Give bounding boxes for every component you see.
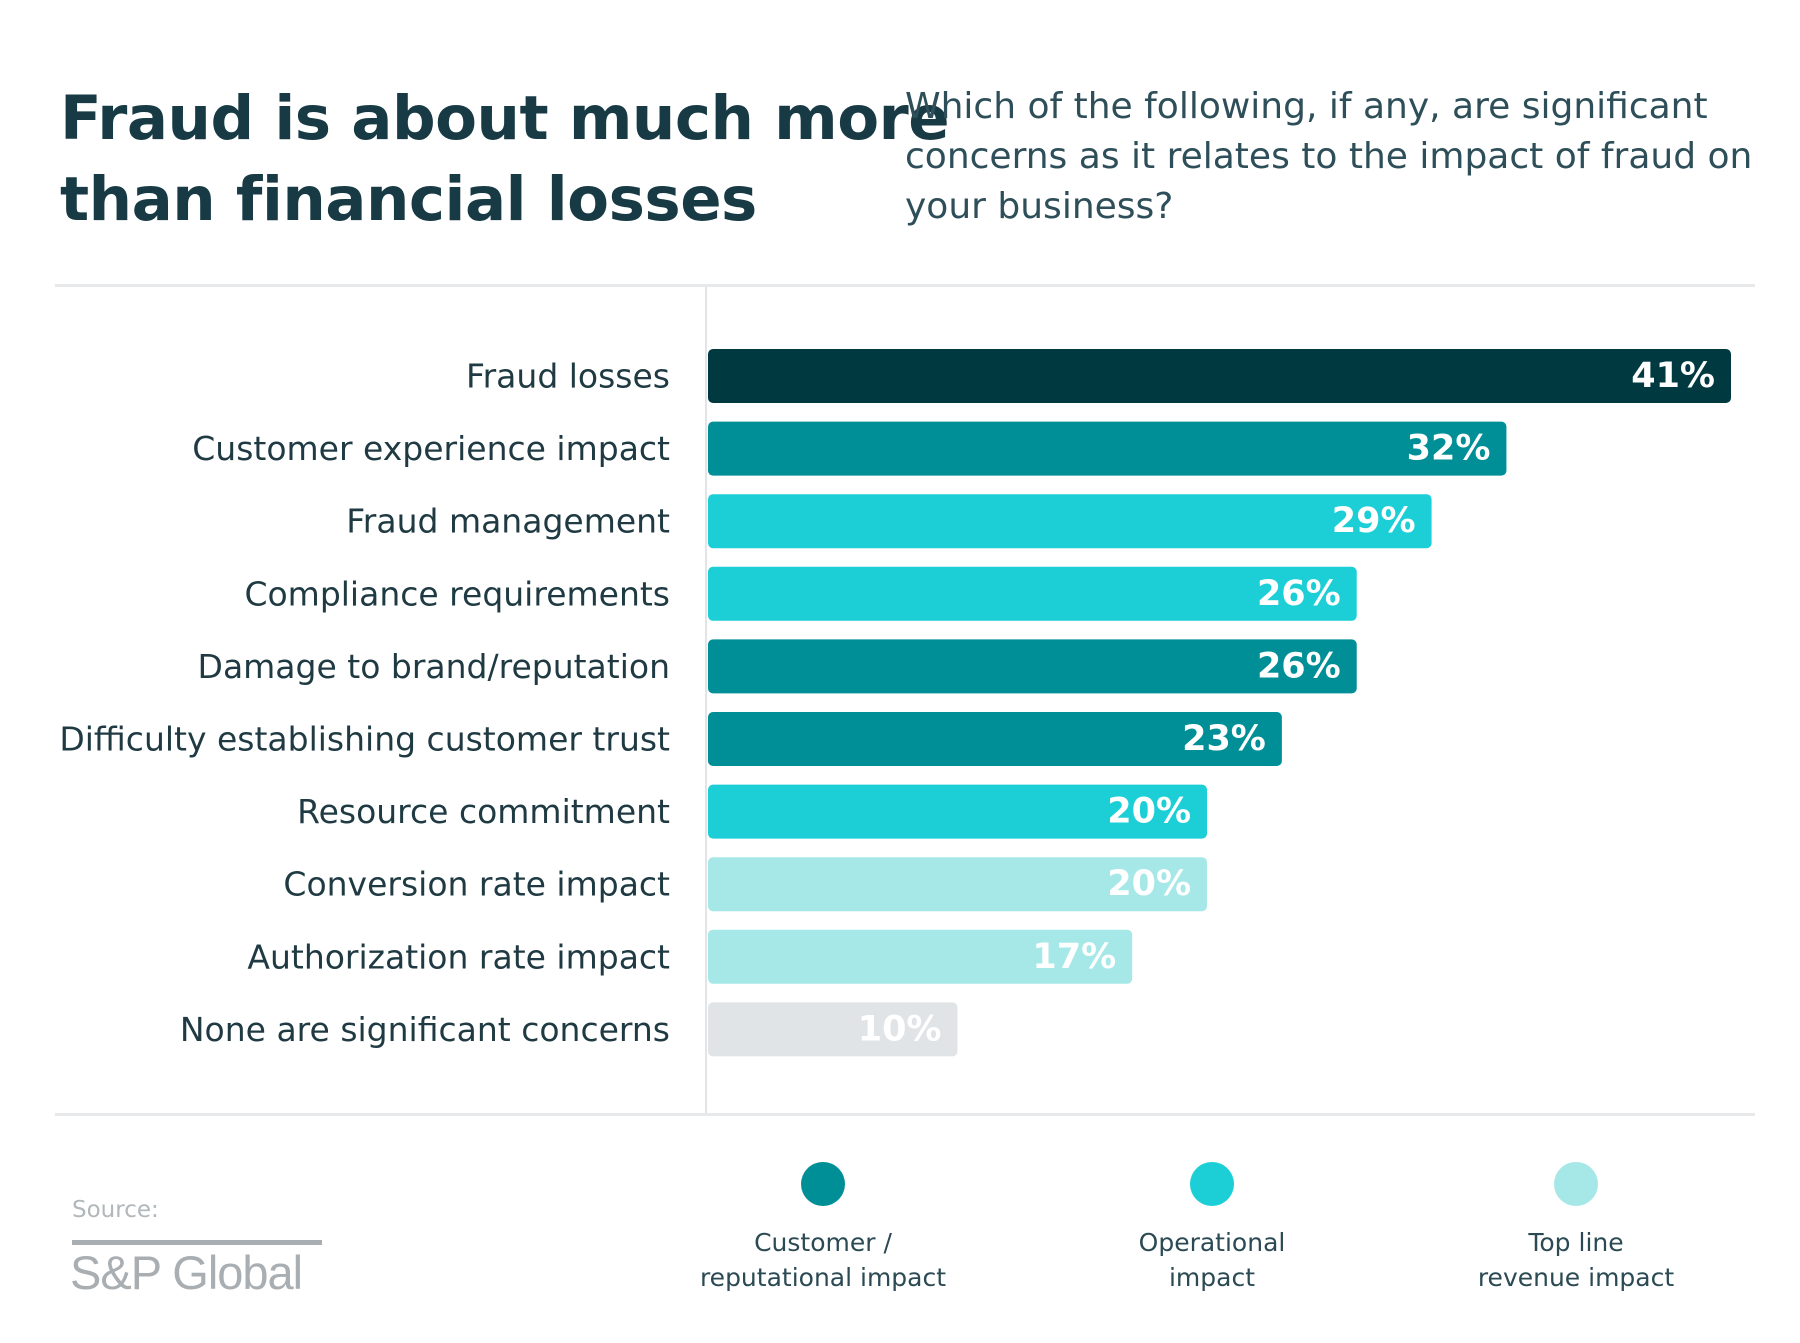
value-label: 29%: [1332, 501, 1416, 541]
survey-question-line-1: Which of the following, if any, are sign…: [905, 86, 1708, 127]
bar: [708, 1002, 958, 1057]
category-label: None are significant concerns: [180, 1010, 670, 1049]
source-label: Source:: [72, 1197, 159, 1223]
legend-label-customer-reputational: Customer / reputational impact: [673, 1225, 973, 1295]
bar: [708, 494, 1432, 549]
category-label: Difficulty establishing customer trust: [59, 720, 670, 759]
category-label: Authorization rate impact: [247, 937, 670, 976]
legend-label-line: revenue impact: [1477, 1263, 1675, 1292]
legend-item-top-line-revenue: Top line revenue impact: [1426, 1162, 1726, 1295]
legend-label-line: Customer /: [754, 1228, 892, 1257]
value-label: 20%: [1107, 792, 1191, 832]
value-label: 26%: [1257, 574, 1341, 614]
chart-title-line-1: Fraud is about much more: [60, 83, 950, 154]
value-label: 20%: [1107, 864, 1191, 904]
legend-dot-customer-reputational: [801, 1162, 845, 1206]
legend-label-line: reputational impact: [699, 1263, 947, 1292]
bottom-divider: [55, 1113, 1755, 1116]
legend-label-top-line-revenue: Top line revenue impact: [1426, 1225, 1726, 1295]
source-logo-rule: [72, 1240, 322, 1245]
legend-label-line: Top line: [1528, 1228, 1624, 1257]
survey-question-line-2: concerns as it relates to the impact of …: [905, 136, 1753, 177]
value-label: 26%: [1257, 646, 1341, 686]
value-label: 17%: [1032, 937, 1116, 977]
bar: [708, 566, 1357, 621]
legend-item-customer-reputational: Customer / reputational impact: [673, 1162, 973, 1295]
category-label: Resource commitment: [297, 792, 670, 831]
chart-title-line-2: than financial losses: [60, 164, 757, 235]
value-label: 41%: [1631, 356, 1715, 396]
category-label: Conversion rate impact: [283, 865, 670, 904]
value-label: 32%: [1407, 429, 1491, 469]
bar: [708, 349, 1731, 403]
legend-item-operational: Operational impact: [1062, 1162, 1362, 1295]
bar-chart: Fraud losses 41% Customer experience impac…: [59, 287, 1731, 1113]
category-label: Damage to brand/reputation: [198, 647, 670, 686]
legend-label-operational: Operational impact: [1062, 1225, 1362, 1295]
value-label: 10%: [858, 1009, 942, 1049]
bar: [708, 929, 1133, 984]
survey-question-line-3: your business?: [905, 186, 1174, 227]
category-label: Fraud management: [346, 502, 670, 541]
top-divider: [55, 284, 1755, 287]
survey-question: Which of the following, if any, are sign…: [905, 82, 1765, 232]
category-label: Compliance requirements: [244, 574, 670, 613]
legend-label-line: impact: [1168, 1263, 1256, 1292]
bar: [708, 857, 1208, 912]
bar: [708, 639, 1357, 694]
chart-title: Fraud is about much more than financial …: [60, 78, 950, 240]
value-label: 23%: [1182, 719, 1266, 759]
category-label: Fraud losses: [466, 357, 670, 396]
category-label: Customer experience impact: [192, 429, 670, 468]
bar: [708, 421, 1507, 476]
legend-dot-top-line-revenue: [1554, 1162, 1598, 1206]
source-logo: S&P Global: [70, 1246, 303, 1299]
bar: [708, 712, 1282, 766]
legend-label-line: Operational: [1138, 1228, 1286, 1257]
legend-dot-operational: [1190, 1162, 1234, 1206]
bar: [708, 784, 1208, 839]
